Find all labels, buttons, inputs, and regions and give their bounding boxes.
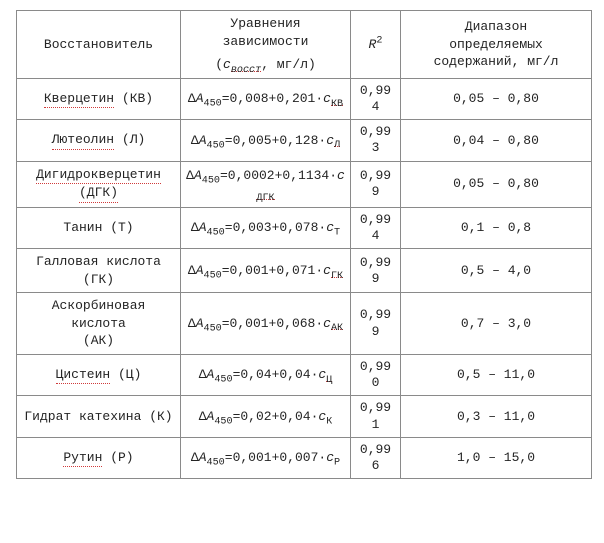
cell-reductant: Цистеин (Ц) [17, 354, 181, 396]
table-row: Кверцетин (КВ)ΔA450=0,008+0,201·сКВ0,994… [17, 78, 592, 120]
cell-r2: 0,993 [351, 120, 401, 162]
table-row: Дигидрокверцетин(ДГК)ΔA450=0,0002+0,1134… [17, 161, 592, 207]
col-equation-sub: (свосст, мг/л) [185, 56, 346, 74]
cell-r2: 0,999 [351, 293, 401, 355]
table-row: Галловая кислота(ГК)ΔA450=0,001+0,071·сГ… [17, 249, 592, 293]
cell-reductant: Кверцетин (КВ) [17, 78, 181, 120]
cell-range: 0,05 – 0,80 [401, 161, 592, 207]
col-r2: R2 [351, 11, 401, 79]
reductant-table: Восстановитель Уравнения зависимости (св… [16, 10, 592, 479]
cell-r2: 0,999 [351, 249, 401, 293]
col-reductant: Восстановитель [17, 11, 181, 79]
cell-range: 1,0 – 15,0 [401, 437, 592, 479]
cell-reductant: Аскорбиновая кислота(АК) [17, 293, 181, 355]
cell-range: 0,1 – 0,8 [401, 207, 592, 249]
cell-reductant: Лютеолин (Л) [17, 120, 181, 162]
cell-r2: 0,999 [351, 161, 401, 207]
table-row: Цистеин (Ц)ΔA450=0,04+0,04·сЦ0,9900,5 – … [17, 354, 592, 396]
cell-equation: ΔA450=0,001+0,068·сАК [181, 293, 351, 355]
cell-r2: 0,996 [351, 437, 401, 479]
cell-equation: ΔA450=0,001+0,071·сГК [181, 249, 351, 293]
cell-reductant: Рутин (Р) [17, 437, 181, 479]
cell-range: 0,05 – 0,80 [401, 78, 592, 120]
col-range: Диапазон определяемых содержаний, мг/л [401, 11, 592, 79]
table-row: Аскорбиновая кислота(АК)ΔA450=0,001+0,06… [17, 293, 592, 355]
cell-equation: ΔA450=0,005+0,128·сЛ [181, 120, 351, 162]
table-body: Кверцетин (КВ)ΔA450=0,008+0,201·сКВ0,994… [17, 78, 592, 479]
table-row: Гидрат катехина (К)ΔA450=0,02+0,04·сК0,9… [17, 396, 592, 438]
cell-range: 0,04 – 0,80 [401, 120, 592, 162]
cell-reductant: Танин (Т) [17, 207, 181, 249]
cell-r2: 0,994 [351, 78, 401, 120]
var-c: свосст [223, 57, 261, 72]
cell-r2: 0,991 [351, 396, 401, 438]
table-row: Рутин (Р)ΔA450=0,001+0,007·сР0,9961,0 – … [17, 437, 592, 479]
cell-range: 0,5 – 4,0 [401, 249, 592, 293]
cell-r2: 0,990 [351, 354, 401, 396]
cell-range: 0,3 – 11,0 [401, 396, 592, 438]
cell-equation: ΔA450=0,04+0,04·сЦ [181, 354, 351, 396]
table-row: Лютеолин (Л)ΔA450=0,005+0,128·сЛ0,9930,0… [17, 120, 592, 162]
cell-equation: ΔA450=0,001+0,007·сР [181, 437, 351, 479]
table-row: Танин (Т)ΔA450=0,003+0,078·сТ0,9940,1 – … [17, 207, 592, 249]
cell-range: 0,5 – 11,0 [401, 354, 592, 396]
cell-reductant: Галловая кислота(ГК) [17, 249, 181, 293]
cell-r2: 0,994 [351, 207, 401, 249]
cell-equation: ΔA450=0,02+0,04·сК [181, 396, 351, 438]
cell-reductant: Дигидрокверцетин(ДГК) [17, 161, 181, 207]
table-header-row: Восстановитель Уравнения зависимости (св… [17, 11, 592, 79]
cell-equation: ΔA450=0,008+0,201·сКВ [181, 78, 351, 120]
col-equation-title: Уравнения зависимости [185, 15, 346, 50]
col-equation: Уравнения зависимости (свосст, мг/л) [181, 11, 351, 79]
cell-range: 0,7 – 3,0 [401, 293, 592, 355]
cell-equation: ΔA450=0,003+0,078·сТ [181, 207, 351, 249]
cell-reductant: Гидрат катехина (К) [17, 396, 181, 438]
cell-equation: ΔA450=0,0002+0,1134·сДГК [181, 161, 351, 207]
